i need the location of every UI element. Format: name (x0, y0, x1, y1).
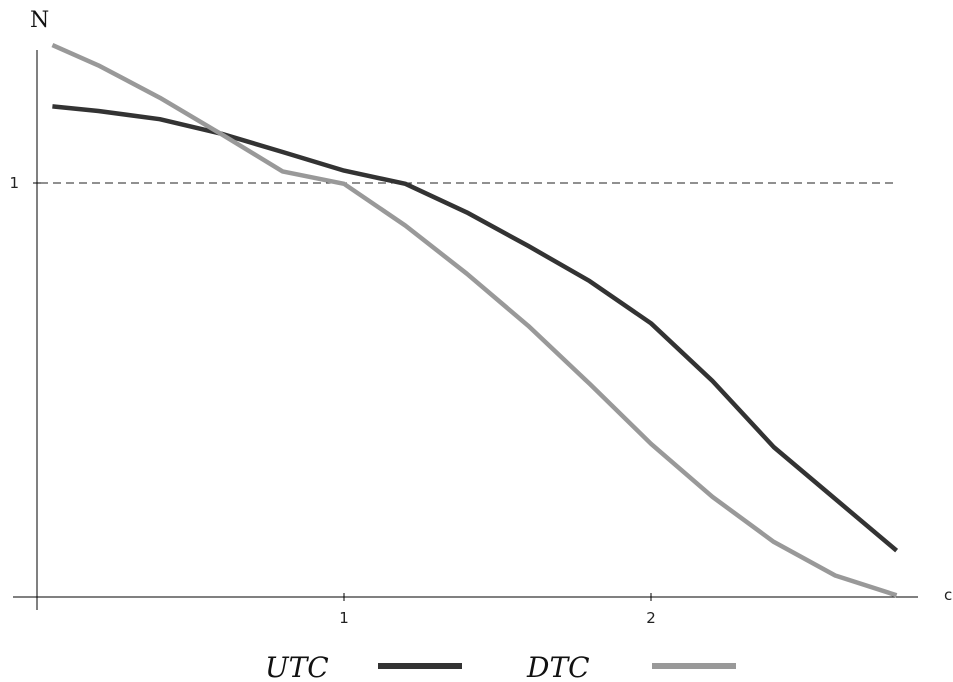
x-axis-label: c (944, 586, 952, 604)
y-axis-label: N (30, 8, 49, 33)
legend-label-utc: UTC (265, 651, 329, 682)
x-tick-label: 1 (339, 609, 349, 627)
legend-label-dtc: DTC (526, 651, 590, 682)
series-line-utc (52, 104, 899, 553)
y-tick-label: 1 (9, 174, 19, 192)
series-line-dtc (51, 43, 898, 598)
x-tick-label: 2 (646, 609, 656, 627)
